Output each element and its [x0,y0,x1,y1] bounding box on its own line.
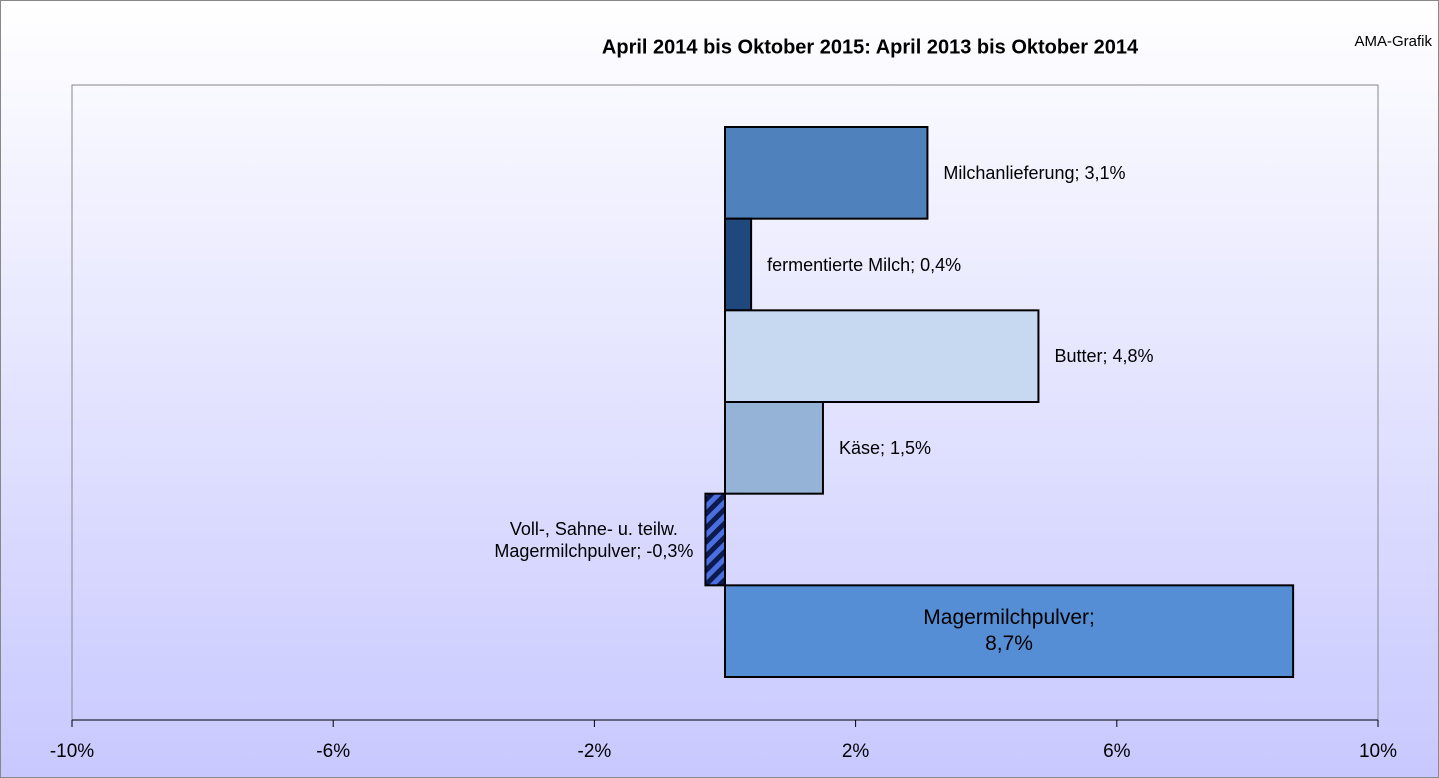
data-label: Butter; 4,8% [1054,346,1154,367]
x-tick-label: -10% [50,741,94,762]
bar [724,309,1040,404]
source: AMA-Grafik [1354,33,1432,50]
x-tick-label: 10% [1359,741,1397,762]
data-label: fermentierte Milch; 0,4% [767,254,962,275]
x-tick-label: 6% [1103,741,1131,762]
data-label: Milchanlieferung; 3,1% [943,162,1126,183]
data-label: Magermilchpulver; 8,7% [923,606,1095,656]
bar [724,584,1295,678]
x-tick-label: -6% [316,741,350,762]
data-label: Käse; 1,5% [838,437,931,458]
bar [724,401,824,495]
x-tick-label: 2% [842,741,870,762]
data-label: Voll-, Sahne- u. teilw. Magermilchpulver… [494,518,694,561]
x-tick-label: -2% [578,741,612,762]
bar [724,217,753,312]
chart-title: April 2014 bis Oktober 2015: April 2013 … [602,36,1139,58]
bar [704,492,726,587]
bar [724,126,929,220]
